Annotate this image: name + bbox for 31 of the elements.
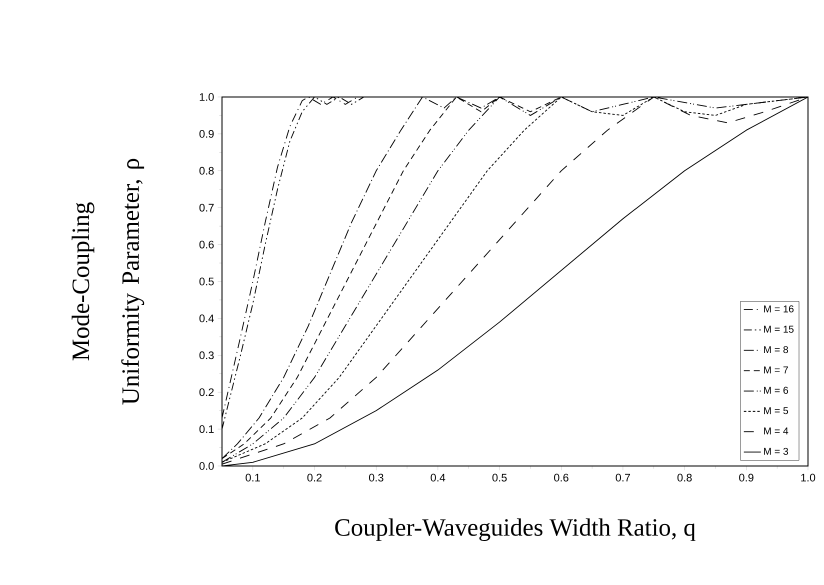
y-tick-label: 0.0	[199, 462, 214, 470]
legend-label: M = 6	[764, 386, 788, 394]
y-axis-title: Mode-Coupling Uniformity Parameter, ρ	[72, 158, 144, 405]
x-tick-label: 0.7	[616, 474, 630, 482]
y-tick-label: 0.9	[199, 130, 214, 138]
y-tick-label: 1.0	[200, 93, 214, 101]
x-tick-label: 0.1	[246, 474, 260, 482]
legend-label: M = 3	[764, 448, 788, 455]
x-tick-label: 0.5	[492, 474, 507, 482]
legend-label: M = 15	[764, 326, 794, 333]
x-axis-title: Coupler-Waveguides Width Ratio, q	[335, 518, 696, 542]
legend-label: M = 4	[764, 428, 788, 434]
y-tick-label: 0.7	[199, 204, 214, 212]
legend-label: M = 7	[764, 366, 788, 374]
y-tick-label: 0.5	[199, 278, 214, 286]
x-tick-label: 0.6	[554, 474, 568, 482]
y-tick-label: 0.1	[199, 425, 214, 433]
x-tick-label: 0.4	[430, 474, 446, 482]
x-tick-label: 1.0	[801, 474, 816, 482]
y-tick-label: 0.3	[199, 351, 214, 360]
legend-label: M = 8	[764, 346, 788, 354]
legend-label: M = 16	[764, 305, 794, 312]
legend-label: M = 5	[764, 407, 788, 414]
x-tick-label: 0.2	[307, 474, 322, 482]
x-tick-label: 0.8	[677, 474, 692, 482]
y-tick-label: 0.4	[199, 314, 214, 322]
y-tick-label: 0.6	[199, 240, 214, 248]
y-tick-label: 0.8	[199, 166, 214, 175]
x-tick-label: 0.9	[739, 474, 754, 482]
y-tick-label: 0.2	[199, 388, 214, 396]
x-tick-label: 0.3	[369, 474, 384, 482]
